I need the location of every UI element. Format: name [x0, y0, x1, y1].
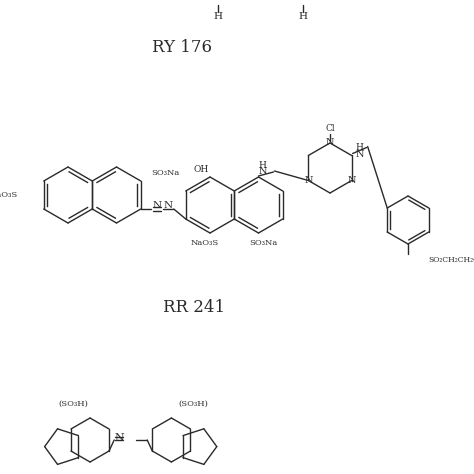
- Text: N: N: [326, 138, 334, 147]
- Text: N: N: [304, 176, 312, 185]
- Text: N: N: [114, 433, 124, 443]
- Text: NaO₃S: NaO₃S: [0, 191, 18, 199]
- Text: H: H: [258, 161, 266, 170]
- Text: N: N: [152, 201, 161, 210]
- Text: N: N: [347, 176, 356, 185]
- Text: H: H: [356, 143, 364, 152]
- Text: OH: OH: [194, 164, 209, 173]
- Text: SO₂CH₂CH₂OSO₃Na: SO₂CH₂CH₂OSO₃Na: [428, 256, 474, 264]
- Text: N: N: [356, 150, 364, 159]
- Text: (SO₃H): (SO₃H): [58, 400, 88, 408]
- Text: RY 176: RY 176: [153, 39, 212, 56]
- Text: RR 241: RR 241: [163, 299, 226, 316]
- Text: Cl: Cl: [325, 125, 335, 134]
- Text: NaO₃S: NaO₃S: [191, 239, 219, 247]
- Text: N: N: [258, 167, 267, 176]
- Text: N: N: [163, 201, 173, 210]
- Text: SO₃Na: SO₃Na: [249, 239, 278, 247]
- Text: H: H: [299, 12, 308, 20]
- Text: H: H: [214, 12, 222, 20]
- Text: (SO₃H): (SO₃H): [179, 400, 209, 408]
- Text: SO₃Na: SO₃Na: [151, 169, 180, 177]
